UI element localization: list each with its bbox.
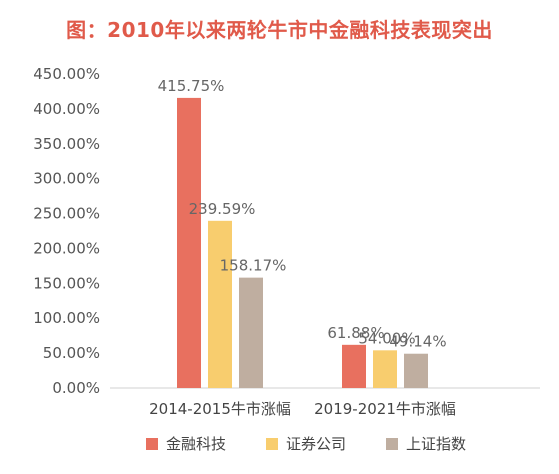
legend-swatch xyxy=(266,438,278,450)
y-tick-label: 250.00% xyxy=(33,205,100,223)
bar xyxy=(373,350,397,388)
y-tick-label: 100.00% xyxy=(33,309,100,327)
y-tick-label: 50.00% xyxy=(43,344,100,362)
legend-label: 上证指数 xyxy=(406,435,466,453)
legend-label: 金融科技 xyxy=(166,435,226,453)
x-category-label: 2019-2021牛市涨幅 xyxy=(314,400,456,418)
data-label: 415.75% xyxy=(158,77,225,95)
x-category-label: 2014-2015牛市涨幅 xyxy=(149,400,291,418)
data-label: 61.88% xyxy=(327,324,384,342)
data-label: 158.17% xyxy=(220,257,287,275)
bar xyxy=(239,277,263,388)
bar xyxy=(208,220,232,388)
chart-title: 图：2010年以来两轮牛市中金融科技表现突出 xyxy=(66,18,493,42)
y-tick-label: 350.00% xyxy=(33,135,100,153)
y-tick-label: 200.00% xyxy=(33,239,100,257)
y-tick-label: 450.00% xyxy=(33,65,100,83)
y-tick-label: 300.00% xyxy=(33,170,100,188)
y-tick-label: 400.00% xyxy=(33,100,100,118)
data-label: 49.14% xyxy=(389,333,446,351)
data-label: 239.59% xyxy=(189,200,256,218)
legend-swatch xyxy=(146,438,158,450)
y-tick-label: 0.00% xyxy=(52,379,100,397)
legend-label: 证券公司 xyxy=(286,435,346,453)
bar xyxy=(177,97,201,388)
bar xyxy=(342,344,366,388)
legend-swatch xyxy=(386,438,398,450)
data-label: 54.00% xyxy=(358,329,415,347)
bar xyxy=(404,353,428,388)
y-tick-label: 150.00% xyxy=(33,274,100,292)
